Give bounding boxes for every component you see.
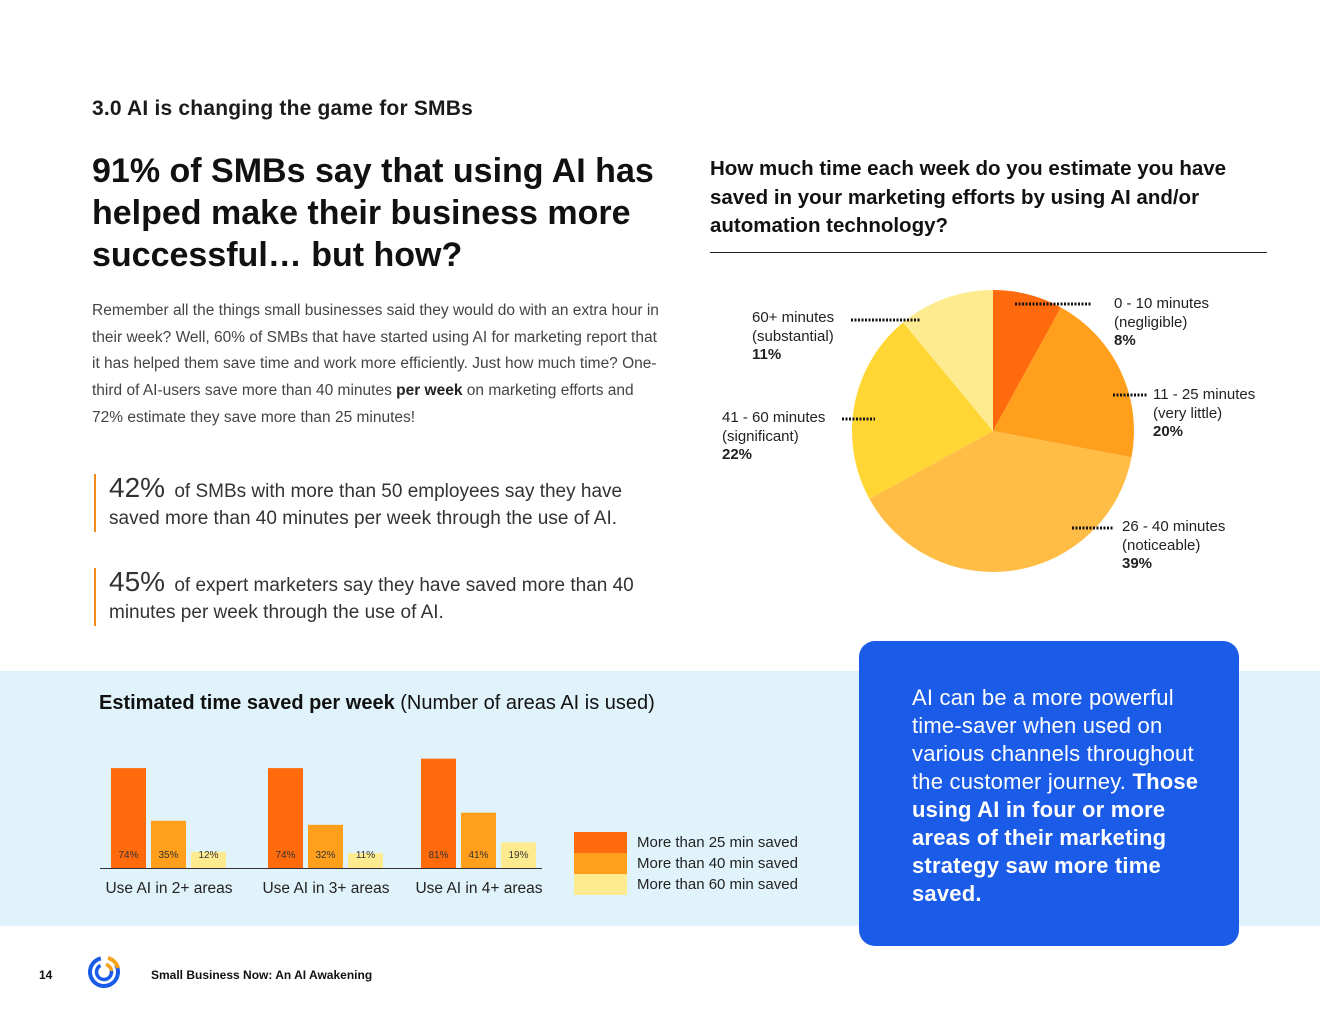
bar-chart-title-bold: Estimated time saved per week	[99, 692, 395, 714]
pie-slice-value: 39%	[1122, 555, 1153, 572]
body-text-bold: per week	[396, 382, 463, 400]
body-text-start: Remember all the things small businesses…	[92, 302, 659, 400]
bar-value-label: 32%	[315, 850, 335, 861]
body-paragraph: Remember all the things small businesses…	[92, 298, 662, 432]
legend-swatch	[574, 874, 627, 895]
pie-chart-question: How much time each week do you estimate …	[710, 157, 1227, 237]
bar-chart: 74% 35% 12% Use AI in 2+ areas 74% 32% 11% Use …	[100, 758, 543, 897]
legend-label: More than 25 min saved	[637, 834, 798, 851]
pie-slice	[852, 322, 993, 499]
pie-slice-category: 26 - 40 minutes	[1122, 518, 1226, 535]
stat-text: of expert marketers say they have saved …	[109, 575, 634, 623]
legend-item: More than 60 min saved	[574, 874, 798, 895]
bar-value-label: 81%	[428, 850, 448, 861]
pie-slice	[993, 290, 1061, 431]
bar	[501, 842, 536, 868]
bar-value-label: 74%	[118, 850, 138, 861]
bar-category-label: Use AI in 2+ areas	[105, 880, 232, 897]
stat-callout-experts: 45% of expert marketers say they have sa…	[94, 568, 649, 626]
callout-card	[859, 641, 1239, 946]
pie-slice	[869, 431, 1132, 572]
pie-slice-description: (very little)	[1153, 404, 1223, 422]
bar	[348, 853, 383, 868]
pie-slice-label: 41 - 60 minutes (significant) 22%	[722, 409, 825, 465]
bar-value-label: 35%	[158, 850, 178, 861]
bar-chart-legend: More than 25 min saved More than 40 min …	[574, 832, 798, 895]
bar	[268, 768, 303, 868]
legend-swatch	[574, 832, 627, 853]
pie-slice-value: 11%	[752, 346, 782, 363]
bar-chart-title: Estimated time saved per week (Number of…	[99, 692, 655, 715]
pie-chart	[842, 290, 1148, 572]
page-headline: 91% of SMBs say that using AI has helped…	[92, 152, 654, 274]
stat-value: 42%	[109, 472, 166, 503]
body-text-end: on marketing efforts and 72% estimate th…	[92, 382, 634, 426]
pie-slice-category: 0 - 10 minutes	[1114, 295, 1210, 312]
pie-slice-category: 41 - 60 minutes	[722, 409, 826, 426]
legend-label: More than 60 min saved	[637, 876, 798, 893]
pie-slice-description: (negligible)	[1114, 313, 1188, 331]
bar	[308, 824, 343, 868]
callout-text: AI can be a more powerful time-saver whe…	[912, 684, 1212, 908]
pie-slice-description: (noticeable)	[1122, 536, 1201, 554]
pie-slice	[903, 290, 993, 431]
pie-slice-value: 20%	[1153, 423, 1184, 440]
pie-slice-category: 60+ minutes	[752, 309, 835, 326]
pie-slice-category: 11 - 25 minutes	[1153, 386, 1256, 403]
bar	[111, 768, 146, 868]
divider-rule	[710, 252, 1267, 253]
stat-text: of SMBs with more than 50 employees say …	[109, 481, 623, 529]
callout-text-normal: AI can be a more powerful time-saver whe…	[912, 685, 1194, 794]
pie-slice	[993, 307, 1134, 458]
callout-text-bold: Those using AI in four or more areas of …	[912, 769, 1199, 906]
bar-category-label: Use AI in 4+ areas	[415, 880, 542, 897]
constant-contact-logo-icon	[88, 956, 120, 988]
stat-value: 45%	[109, 566, 166, 597]
stat-callout-employees: 42% of SMBs with more than 50 employees …	[94, 474, 649, 532]
bar	[461, 812, 496, 868]
pie-slice-description: (significant)	[722, 427, 799, 445]
bar	[421, 758, 456, 868]
pie-slice-label: 60+ minutes (substantial) 11%	[752, 309, 834, 365]
bar-value-label: 12%	[198, 850, 218, 861]
bar-value-label: 11%	[356, 850, 375, 861]
legend-item: More than 25 min saved	[574, 832, 798, 853]
bar	[151, 820, 186, 868]
bar-chart-title-normal: (Number of areas AI is used)	[400, 692, 655, 714]
legend-swatch	[574, 853, 627, 874]
bar	[191, 851, 226, 868]
footer-title: Small Business Now: An AI Awakening	[151, 968, 373, 982]
pie-slice-label: 0 - 10 minutes (negligible) 8%	[1114, 295, 1209, 351]
bar-value-label: 41%	[468, 850, 488, 861]
bar-category-label: Use AI in 3+ areas	[262, 880, 389, 897]
pie-slice-label: 26 - 40 minutes (noticeable) 39%	[1122, 518, 1225, 574]
pie-slice-value: 22%	[722, 446, 753, 463]
pie-slice-label: 11 - 25 minutes (very little) 20%	[1153, 386, 1255, 442]
legend-item: More than 40 min saved	[574, 853, 798, 874]
section-label: 3.0 AI is changing the game for SMBs	[92, 97, 473, 120]
legend-label: More than 40 min saved	[637, 855, 798, 872]
pie-slice-description: (substantial)	[752, 327, 834, 345]
pie-slice-value: 8%	[1114, 332, 1136, 349]
page-number: 14	[39, 968, 53, 982]
bar-value-label: 19%	[508, 850, 528, 861]
bar-value-label: 74%	[275, 850, 295, 861]
